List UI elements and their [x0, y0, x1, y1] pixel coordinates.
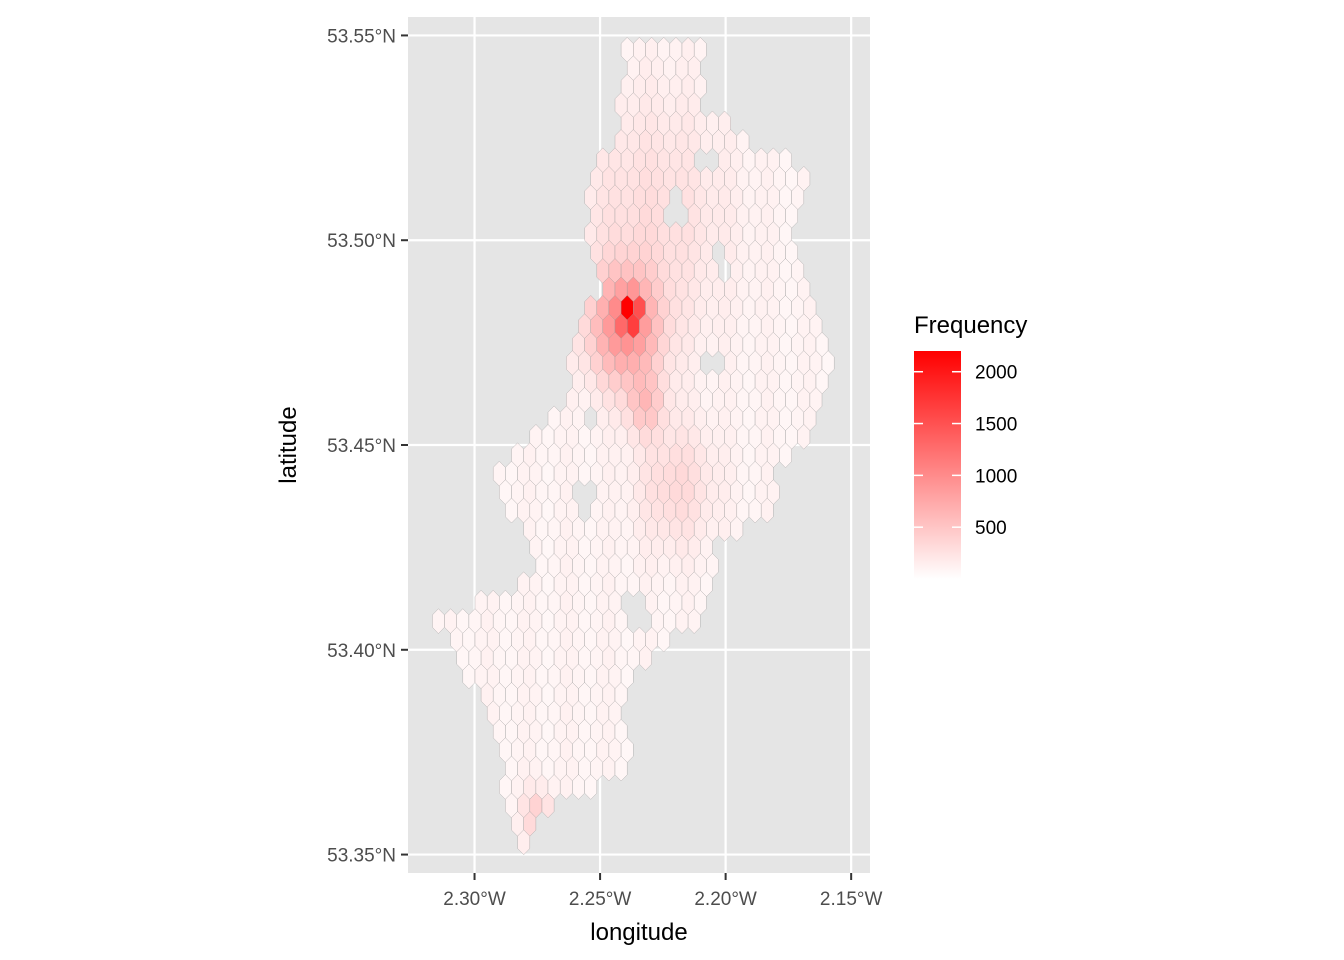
hex-cell — [779, 442, 792, 468]
hex-cell — [639, 645, 652, 671]
hex-cell — [761, 497, 774, 524]
y-axis: 53.35°N 53.40°N 53.45°N 53.50°N 53.55°N — [327, 26, 408, 867]
x-axis: 2.30°W 2.25°W 2.20°W 2.15°W — [443, 873, 882, 910]
hex-cell — [687, 608, 701, 634]
y-tick-label: 53.50°N — [327, 231, 396, 252]
x-tick-label: 2.30°W — [443, 889, 506, 910]
legend-ticks: 2000 1500 1000 500 — [914, 363, 1017, 539]
x-tick-label: 2.15°W — [820, 889, 883, 910]
legend-label: 2000 — [975, 363, 1017, 384]
y-tick-label: 53.55°N — [327, 26, 396, 47]
hex-cell — [657, 626, 670, 653]
hex-cell — [584, 774, 597, 800]
y-tick-label: 53.35°N — [327, 846, 396, 867]
hexbin-cells — [432, 37, 835, 855]
x-tick-label: 2.20°W — [694, 889, 757, 910]
legend-title: Frequency — [914, 312, 1027, 339]
hex-cell — [541, 792, 555, 819]
legend-label: 1000 — [975, 466, 1017, 487]
y-tick-label: 53.40°N — [327, 641, 396, 662]
x-axis-title: longitude — [590, 919, 687, 946]
y-tick-label: 53.45°N — [327, 436, 396, 457]
hex-cell — [797, 424, 811, 450]
legend-label: 1500 — [975, 415, 1017, 436]
legend: Frequency 2000 1500 1000 500 — [914, 312, 1027, 579]
hex-cell — [614, 755, 628, 782]
legend-label: 500 — [975, 518, 1007, 539]
hex-cell — [730, 516, 744, 542]
hex-cell — [517, 829, 530, 855]
x-tick-label: 2.25°W — [569, 889, 632, 910]
legend-colorbar — [914, 351, 961, 579]
y-axis-title: latitude — [275, 406, 302, 483]
